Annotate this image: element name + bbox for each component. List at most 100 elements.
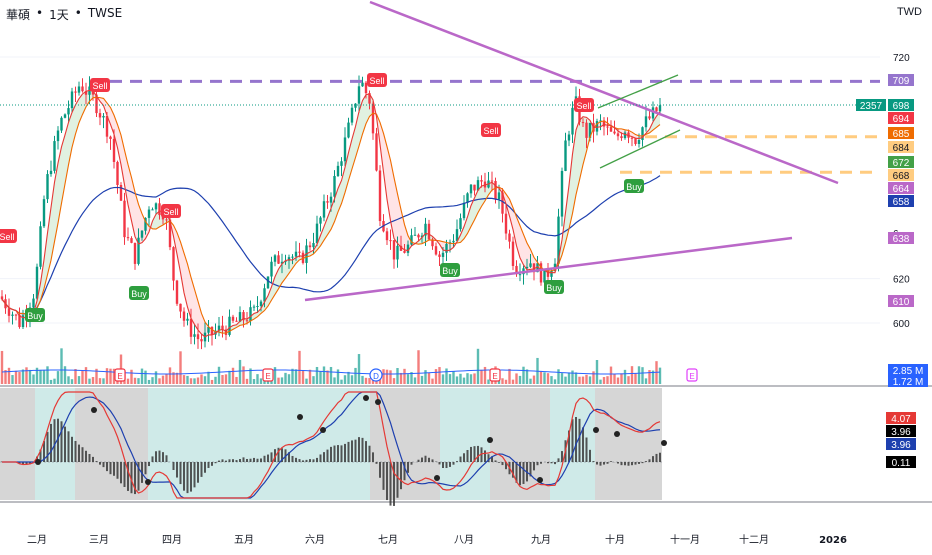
candle-body[interactable] xyxy=(74,91,76,92)
price-badge[interactable]: 684 xyxy=(888,141,914,154)
candle-body[interactable] xyxy=(631,138,633,139)
candle-body[interactable] xyxy=(396,246,398,260)
symbol-name[interactable]: 華碩 xyxy=(6,6,30,23)
candle-body[interactable] xyxy=(277,255,279,263)
candle-body[interactable] xyxy=(659,105,661,111)
candle-body[interactable] xyxy=(109,137,111,139)
sell-signal[interactable]: Sell xyxy=(0,229,17,243)
candle-body[interactable] xyxy=(274,255,276,261)
candle-body[interactable] xyxy=(529,263,531,267)
price-badge[interactable]: 685 xyxy=(888,127,914,140)
candle-body[interactable] xyxy=(568,134,570,140)
candle-body[interactable] xyxy=(60,118,62,131)
candle-body[interactable] xyxy=(50,171,52,174)
buy-signal[interactable]: Buy xyxy=(624,179,644,193)
candle-body[interactable] xyxy=(148,210,150,218)
candle-body[interactable] xyxy=(57,131,59,142)
candle-body[interactable] xyxy=(463,203,465,218)
candle-body[interactable] xyxy=(267,276,269,288)
candle-body[interactable] xyxy=(127,237,129,238)
candle-body[interactable] xyxy=(365,83,367,93)
candle-body[interactable] xyxy=(1,296,3,299)
candle-body[interactable] xyxy=(638,140,640,144)
candle-body[interactable] xyxy=(634,139,636,144)
candle-body[interactable] xyxy=(102,116,104,117)
candle-body[interactable] xyxy=(375,133,377,170)
candle-body[interactable] xyxy=(183,312,185,321)
candle-body[interactable] xyxy=(197,334,199,339)
candle-body[interactable] xyxy=(221,326,223,330)
candle-body[interactable] xyxy=(561,171,563,217)
candle-body[interactable] xyxy=(389,240,391,241)
candle-body[interactable] xyxy=(379,171,381,222)
candle-body[interactable] xyxy=(470,185,472,194)
candle-body[interactable] xyxy=(232,317,234,321)
candle-body[interactable] xyxy=(624,132,626,138)
sell-signal[interactable]: Sell xyxy=(481,123,501,137)
candle-body[interactable] xyxy=(256,306,258,307)
candle-body[interactable] xyxy=(508,234,510,242)
price-badge[interactable]: 694 xyxy=(888,112,914,125)
candle-body[interactable] xyxy=(498,192,500,199)
candle-body[interactable] xyxy=(564,141,566,171)
candle-body[interactable] xyxy=(372,104,374,134)
candle-body[interactable] xyxy=(435,246,437,254)
candle-body[interactable] xyxy=(428,224,430,240)
candle-body[interactable] xyxy=(323,201,325,217)
candle-body[interactable] xyxy=(158,203,160,215)
candle-body[interactable] xyxy=(442,253,444,257)
candle-body[interactable] xyxy=(186,319,188,321)
candle-body[interactable] xyxy=(319,218,321,224)
candle-body[interactable] xyxy=(253,307,255,308)
candle-body[interactable] xyxy=(67,108,69,114)
candle-body[interactable] xyxy=(438,255,440,257)
candle-body[interactable] xyxy=(337,166,339,176)
candle-body[interactable] xyxy=(354,104,356,108)
candle-body[interactable] xyxy=(36,267,38,299)
candle-body[interactable] xyxy=(512,242,514,266)
candle-body[interactable] xyxy=(39,226,41,266)
candle-body[interactable] xyxy=(312,243,314,247)
candle-body[interactable] xyxy=(655,107,657,111)
candle-body[interactable] xyxy=(190,319,192,337)
candle-body[interactable] xyxy=(295,252,297,257)
candle-body[interactable] xyxy=(417,235,419,238)
sell-signal[interactable]: Sell xyxy=(367,73,387,87)
candle-body[interactable] xyxy=(130,238,132,243)
candle-body[interactable] xyxy=(491,181,493,182)
candle-body[interactable] xyxy=(358,86,360,103)
candle-body[interactable] xyxy=(200,339,202,341)
candle-body[interactable] xyxy=(165,219,167,220)
candle-body[interactable] xyxy=(347,123,349,138)
buy-signal[interactable]: Buy xyxy=(440,263,460,277)
price-badge[interactable]: 672 xyxy=(888,156,914,169)
candle-body[interactable] xyxy=(403,251,405,253)
candle-body[interactable] xyxy=(414,235,416,236)
candle-body[interactable] xyxy=(585,123,587,138)
candle-body[interactable] xyxy=(235,321,237,322)
candle-body[interactable] xyxy=(78,86,80,92)
candle-body[interactable] xyxy=(179,304,181,312)
candle-body[interactable] xyxy=(571,108,573,135)
interval-label[interactable]: 1天 xyxy=(49,6,69,23)
candle-body[interactable] xyxy=(473,185,475,191)
candle-body[interactable] xyxy=(519,274,521,275)
candle-body[interactable] xyxy=(606,127,608,128)
candle-body[interactable] xyxy=(298,252,300,253)
candle-body[interactable] xyxy=(64,114,66,117)
candle-body[interactable] xyxy=(330,197,332,203)
candle-body[interactable] xyxy=(505,214,507,234)
buy-signal[interactable]: Buy xyxy=(544,280,564,294)
sell-signal[interactable]: Sell xyxy=(161,204,181,218)
candle-body[interactable] xyxy=(211,327,213,335)
candle-body[interactable] xyxy=(445,244,447,253)
candle-body[interactable] xyxy=(613,132,615,134)
price-badge[interactable]: 658 xyxy=(888,195,914,208)
candle-body[interactable] xyxy=(116,162,118,185)
candle-body[interactable] xyxy=(326,201,328,202)
price-badge[interactable]: 664 xyxy=(888,182,914,195)
candle-body[interactable] xyxy=(386,231,388,240)
candle-body[interactable] xyxy=(340,161,342,166)
